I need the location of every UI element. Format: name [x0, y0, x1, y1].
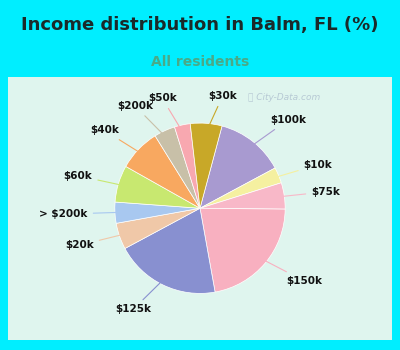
Wedge shape: [126, 136, 200, 208]
Text: > $200k: > $200k: [39, 209, 122, 219]
Wedge shape: [200, 126, 275, 208]
Wedge shape: [200, 183, 285, 209]
Wedge shape: [116, 208, 200, 248]
Text: $100k: $100k: [249, 115, 306, 148]
Text: $200k: $200k: [117, 101, 167, 138]
Wedge shape: [115, 167, 200, 208]
Text: $150k: $150k: [260, 258, 322, 286]
Wedge shape: [155, 127, 200, 208]
Text: $125k: $125k: [115, 278, 165, 314]
Text: ⓘ City-Data.com: ⓘ City-Data.com: [248, 93, 321, 103]
Text: Income distribution in Balm, FL (%): Income distribution in Balm, FL (%): [21, 16, 379, 34]
Text: $10k: $10k: [272, 160, 332, 178]
Wedge shape: [174, 124, 200, 208]
Wedge shape: [125, 208, 215, 293]
Text: $30k: $30k: [207, 91, 237, 131]
Text: All residents: All residents: [151, 55, 249, 69]
Wedge shape: [115, 202, 200, 223]
Wedge shape: [200, 168, 281, 208]
FancyBboxPatch shape: [8, 77, 392, 340]
Wedge shape: [190, 123, 222, 208]
Text: $40k: $40k: [90, 125, 144, 155]
Wedge shape: [200, 208, 285, 292]
Text: $50k: $50k: [148, 93, 183, 133]
Text: $60k: $60k: [64, 171, 126, 186]
Text: $20k: $20k: [65, 233, 126, 250]
Text: $75k: $75k: [277, 187, 340, 197]
